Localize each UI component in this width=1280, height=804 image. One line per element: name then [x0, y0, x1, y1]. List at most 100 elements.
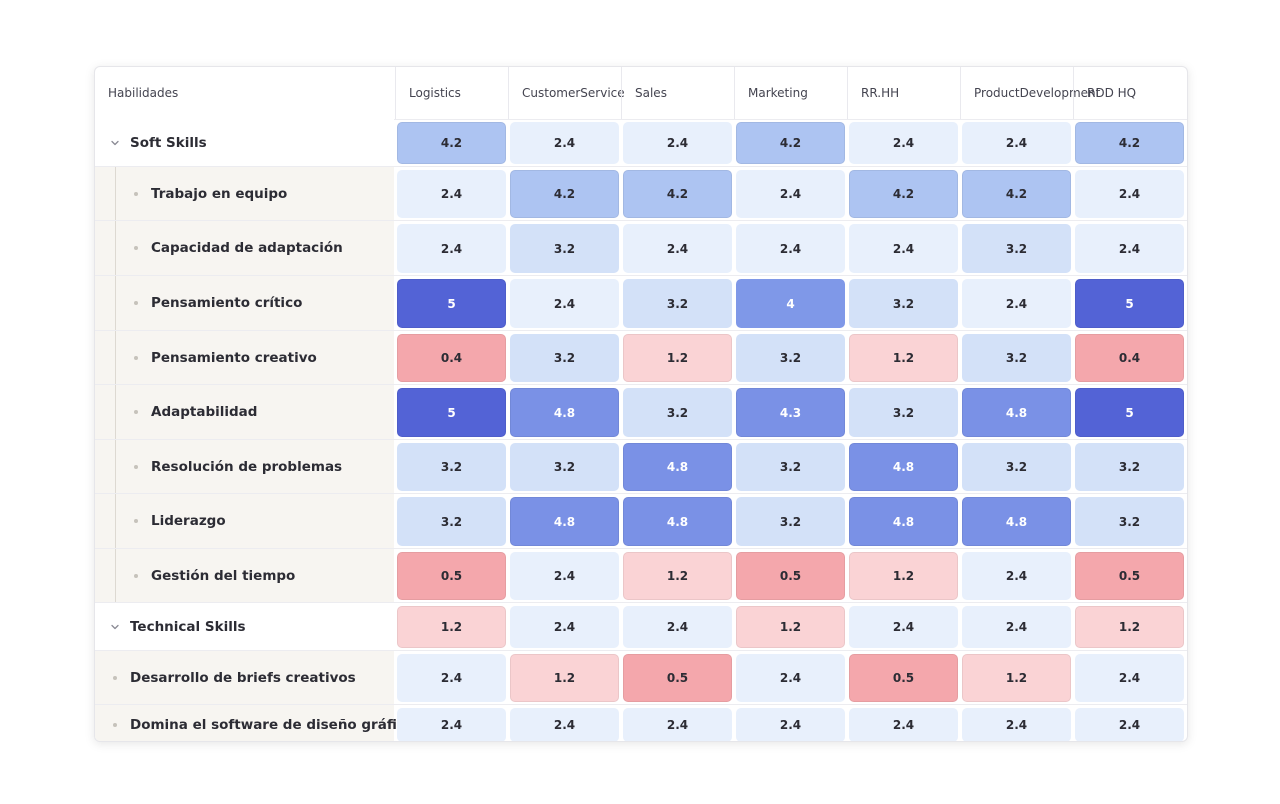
heatmap-cell[interactable]: 1.2	[623, 334, 732, 382]
tree-guide-line	[115, 221, 116, 275]
heatmap-cell[interactable]: 0.5	[849, 654, 958, 702]
heatmap-cell[interactable]: 1.2	[962, 654, 1071, 702]
heatmap-cell[interactable]: 1.2	[397, 606, 506, 648]
heatmap-cell[interactable]: 1.2	[849, 552, 958, 600]
heatmap-cell[interactable]: 2.4	[962, 122, 1071, 164]
heatmap-cell[interactable]: 3.2	[510, 334, 619, 382]
heatmap-cell[interactable]: 2.4	[397, 708, 506, 741]
heatmap-cell[interactable]: 2.4	[736, 654, 845, 702]
heatmap-cell[interactable]: 2.4	[623, 708, 732, 741]
heatmap-cell[interactable]: 4	[736, 279, 845, 328]
heatmap-cell[interactable]: 1.2	[510, 654, 619, 702]
heatmap-cell[interactable]: 4.2	[510, 170, 619, 218]
heatmap-cell[interactable]: 2.4	[962, 552, 1071, 600]
heatmap-cell[interactable]: 2.4	[1075, 170, 1184, 218]
heatmap-cell[interactable]: 2.4	[736, 170, 845, 218]
heatmap-cell[interactable]: 2.4	[849, 708, 958, 741]
heatmap-cell[interactable]: 4.2	[397, 122, 506, 164]
heatmap-cell[interactable]: 3.2	[736, 497, 845, 546]
heatmap-cell[interactable]: 3.2	[623, 279, 732, 328]
heatmap-cell[interactable]: 4.2	[1075, 122, 1184, 164]
column-header[interactable]: Logistics	[395, 67, 508, 119]
heatmap-cell[interactable]: 2.4	[962, 708, 1071, 741]
row-label-cell[interactable]: Technical Skills	[95, 603, 394, 650]
heatmap-cell[interactable]: 3.2	[623, 388, 732, 437]
heatmap-cell[interactable]: 3.2	[736, 334, 845, 382]
heatmap-cell[interactable]: 5	[1075, 279, 1184, 328]
heatmap-cell[interactable]: 2.4	[623, 122, 732, 164]
column-header[interactable]: RDD HQ	[1073, 67, 1186, 119]
heatmap-cell[interactable]: 4.2	[623, 170, 732, 218]
table-row: Pensamiento creativo 0.4 3.2 1.2 3.2 1.2 3.2 0.…	[95, 331, 1187, 385]
column-header-habilidades[interactable]: Habilidades	[108, 85, 179, 100]
column-header[interactable]: Product Development	[960, 67, 1100, 119]
heatmap-cell[interactable]: 0.5	[623, 654, 732, 702]
heatmap-cell[interactable]: 2.4	[1075, 708, 1184, 741]
heatmap-cell[interactable]: 2.4	[510, 279, 619, 328]
heatmap-cell[interactable]: 2.4	[397, 224, 506, 273]
heatmap-cell[interactable]: 4.8	[962, 497, 1071, 546]
heatmap-cell[interactable]: 3.2	[1075, 443, 1184, 491]
heatmap-cell[interactable]: 3.2	[849, 388, 958, 437]
heatmap-cell[interactable]: 3.2	[1075, 497, 1184, 546]
heatmap-cell[interactable]: 1.2	[849, 334, 958, 382]
heatmap-cell[interactable]: 2.4	[1075, 654, 1184, 702]
heatmap-cell[interactable]: 4.2	[849, 170, 958, 218]
heatmap-cell[interactable]: 3.2	[510, 443, 619, 491]
row-label-cell[interactable]: Soft Skills	[95, 119, 394, 166]
heatmap-cell[interactable]: 3.2	[849, 279, 958, 328]
chevron-down-icon[interactable]	[109, 621, 121, 633]
heatmap-cell[interactable]: 2.4	[849, 224, 958, 273]
heatmap-cell[interactable]: 4.2	[736, 122, 845, 164]
column-header[interactable]: Sales	[621, 67, 734, 119]
heatmap-cell[interactable]: 2.4	[510, 552, 619, 600]
heatmap-cell[interactable]: 5	[1075, 388, 1184, 437]
heatmap-cell[interactable]: 5	[397, 388, 506, 437]
heatmap-cell[interactable]: 3.2	[510, 224, 619, 273]
heatmap-cell[interactable]: 0.4	[1075, 334, 1184, 382]
heatmap-cell[interactable]: 3.2	[397, 497, 506, 546]
heatmap-cell[interactable]: 5	[397, 279, 506, 328]
heatmap-cell[interactable]: 3.2	[962, 443, 1071, 491]
heatmap-cell[interactable]: 1.2	[623, 552, 732, 600]
heatmap-cell[interactable]: 0.4	[397, 334, 506, 382]
heatmap-cell[interactable]: 4.2	[962, 170, 1071, 218]
heatmap-cell[interactable]: 3.2	[962, 224, 1071, 273]
heatmap-cell[interactable]: 2.4	[1075, 224, 1184, 273]
heatmap-cell[interactable]: 0.5	[397, 552, 506, 600]
heatmap-cell[interactable]: 3.2	[962, 334, 1071, 382]
bullet-dot-icon	[134, 464, 138, 469]
heatmap-cell[interactable]: 2.4	[397, 170, 506, 218]
chevron-down-icon[interactable]	[109, 137, 121, 149]
heatmap-cell[interactable]: 2.4	[962, 279, 1071, 328]
heatmap-cell[interactable]: 0.5	[736, 552, 845, 600]
heatmap-cell[interactable]: 4.8	[962, 388, 1071, 437]
heatmap-cell[interactable]: 2.4	[736, 224, 845, 273]
heatmap-cell[interactable]: 0.5	[1075, 552, 1184, 600]
heatmap-cell[interactable]: 2.4	[397, 654, 506, 702]
heatmap-cell[interactable]: 3.2	[397, 443, 506, 491]
heatmap-cell[interactable]: 4.8	[510, 388, 619, 437]
heatmap-cell[interactable]: 2.4	[623, 224, 732, 273]
heatmap-cell[interactable]: 1.2	[736, 606, 845, 648]
heatmap-cell[interactable]: 2.4	[962, 606, 1071, 648]
heatmap-cell[interactable]: 4.8	[510, 497, 619, 546]
column-header[interactable]: Customer Service	[508, 67, 625, 119]
heatmap-cell[interactable]: 2.4	[510, 606, 619, 648]
heatmap-cell[interactable]: 4.8	[623, 443, 732, 491]
column-header[interactable]: RR.HH	[847, 67, 960, 119]
heatmap-cell[interactable]: 4.3	[736, 388, 845, 437]
heatmap-cell[interactable]: 1.2	[1075, 606, 1184, 648]
tree-guide-line	[115, 494, 116, 548]
heatmap-cell[interactable]: 4.8	[849, 443, 958, 491]
column-header[interactable]: Marketing	[734, 67, 847, 119]
heatmap-cell[interactable]: 2.4	[849, 606, 958, 648]
heatmap-cell[interactable]: 4.8	[849, 497, 958, 546]
heatmap-cell[interactable]: 2.4	[510, 122, 619, 164]
heatmap-cell[interactable]: 2.4	[510, 708, 619, 741]
heatmap-cell[interactable]: 2.4	[623, 606, 732, 648]
heatmap-cell[interactable]: 2.4	[736, 708, 845, 741]
heatmap-cell[interactable]: 4.8	[623, 497, 732, 546]
heatmap-cell[interactable]: 2.4	[849, 122, 958, 164]
heatmap-cell[interactable]: 3.2	[736, 443, 845, 491]
